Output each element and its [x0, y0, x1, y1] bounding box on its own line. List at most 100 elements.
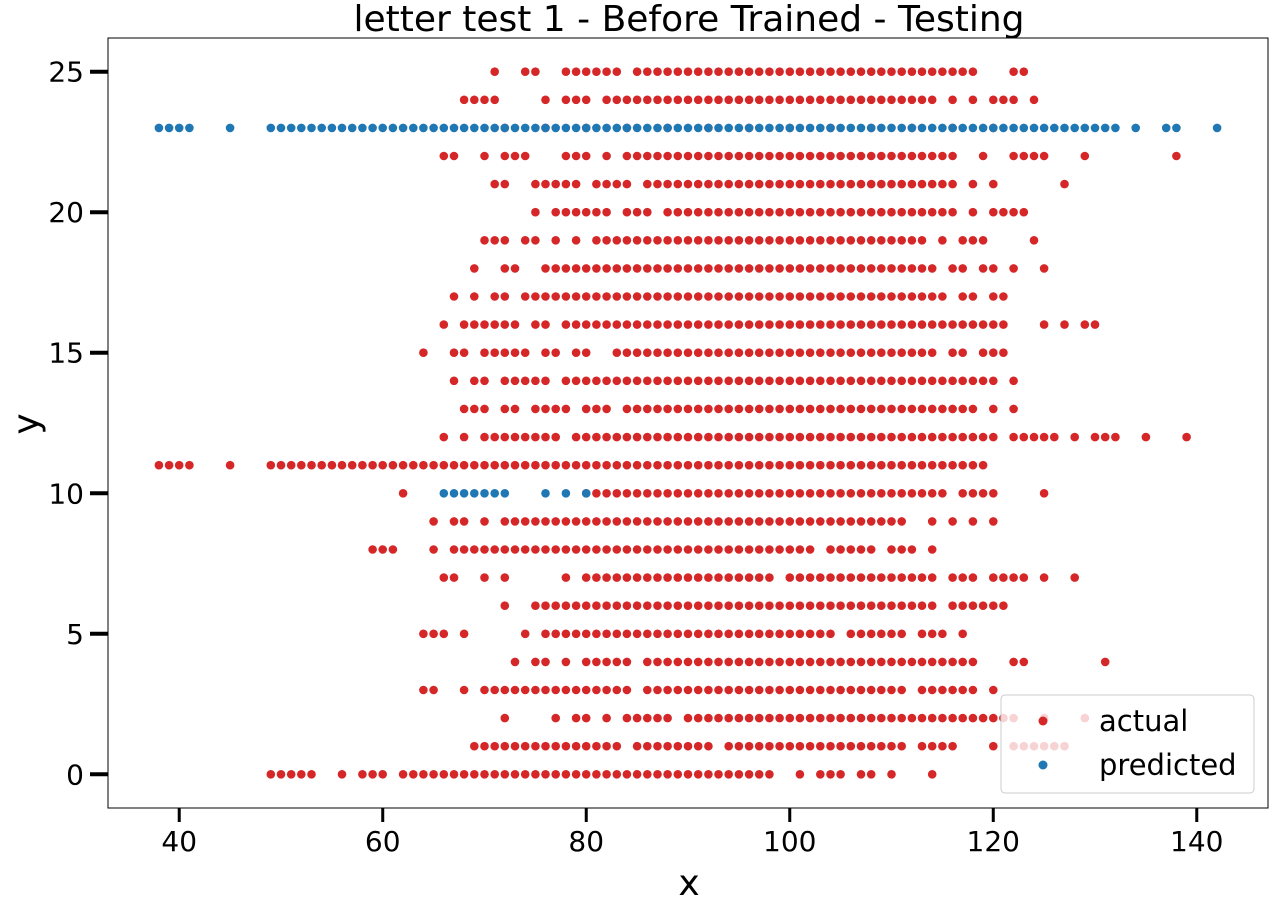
point-actual [724, 292, 733, 301]
point-actual [785, 685, 795, 695]
point-actual [632, 151, 642, 161]
point-actual [632, 207, 642, 217]
point-actual [510, 657, 520, 667]
point-actual [785, 573, 795, 582]
point-actual [734, 236, 744, 245]
point-actual [693, 236, 703, 245]
point-actual [897, 179, 906, 189]
point-predicted [775, 123, 784, 133]
point-actual [653, 770, 662, 779]
point-actual [826, 348, 835, 358]
point-predicted [459, 123, 469, 133]
point-actual [734, 348, 744, 358]
point-actual [541, 629, 550, 639]
point-actual [785, 264, 795, 273]
point-predicted [1172, 123, 1181, 133]
point-actual [1009, 376, 1018, 386]
point-actual [683, 489, 693, 498]
point-actual [775, 601, 784, 610]
point-actual [347, 460, 357, 470]
point-actual [754, 151, 764, 161]
point-actual [816, 67, 825, 76]
point-actual [714, 545, 723, 554]
point-predicted [816, 123, 825, 133]
point-actual [286, 460, 296, 470]
point-actual [948, 207, 957, 217]
point-actual [968, 573, 978, 582]
point-actual [765, 432, 774, 442]
point-actual [419, 629, 428, 639]
x-axis-label: x [678, 863, 699, 904]
point-actual [531, 657, 540, 667]
point-actual [459, 460, 469, 470]
point-actual [622, 685, 632, 695]
point-predicted [612, 123, 622, 133]
point-actual [602, 713, 611, 723]
point-actual [663, 770, 672, 779]
point-actual [632, 517, 642, 526]
point-predicted [846, 123, 856, 133]
point-actual [917, 207, 927, 217]
point-actual [551, 545, 560, 554]
point-actual [765, 207, 774, 217]
point-actual [581, 95, 591, 105]
point-actual [663, 545, 672, 554]
point-actual [632, 348, 642, 358]
point-actual [1070, 573, 1079, 582]
point-actual [795, 348, 805, 358]
point-actual [693, 573, 703, 582]
point-actual [744, 489, 754, 498]
point-actual [704, 67, 713, 76]
point-actual [429, 629, 438, 639]
point-actual [897, 573, 906, 582]
point-actual [836, 545, 845, 554]
point-predicted [480, 489, 489, 498]
point-actual [927, 685, 937, 695]
point-actual [826, 573, 835, 582]
point-actual [948, 432, 957, 442]
point-actual [531, 404, 540, 414]
point-actual [459, 320, 469, 329]
point-actual [927, 601, 937, 610]
point-actual [744, 517, 754, 526]
point-actual [887, 292, 896, 301]
point-actual [877, 236, 886, 245]
point-actual [989, 179, 998, 189]
point-actual [1009, 404, 1018, 414]
point-actual [704, 151, 713, 161]
point-actual [785, 67, 795, 76]
point-actual [602, 292, 611, 301]
point-actual [927, 376, 937, 386]
point-actual [612, 376, 622, 386]
point-actual [663, 292, 672, 301]
point-actual [693, 432, 703, 442]
point-actual [693, 207, 703, 217]
point-actual [663, 151, 672, 161]
point-actual [968, 179, 978, 189]
point-actual [846, 601, 856, 610]
point-actual [602, 573, 611, 582]
point-actual [490, 460, 500, 470]
point-actual [632, 770, 642, 779]
point-actual [632, 629, 642, 639]
point-actual [938, 376, 947, 386]
point-actual [846, 151, 856, 161]
point-actual [693, 629, 703, 639]
point-actual [622, 770, 632, 779]
point-actual [846, 489, 856, 498]
legend: actual predicted [1000, 694, 1255, 794]
point-actual [663, 432, 672, 442]
point-actual [754, 685, 764, 695]
point-actual [449, 517, 459, 526]
point-actual [653, 601, 662, 610]
point-actual [958, 460, 967, 470]
point-actual [683, 545, 693, 554]
point-actual [846, 292, 856, 301]
point-actual [907, 292, 917, 301]
point-actual [643, 207, 652, 217]
point-actual [683, 376, 693, 386]
point-actual [754, 67, 764, 76]
point-actual [856, 404, 866, 414]
point-actual [714, 770, 723, 779]
point-actual [846, 95, 856, 105]
